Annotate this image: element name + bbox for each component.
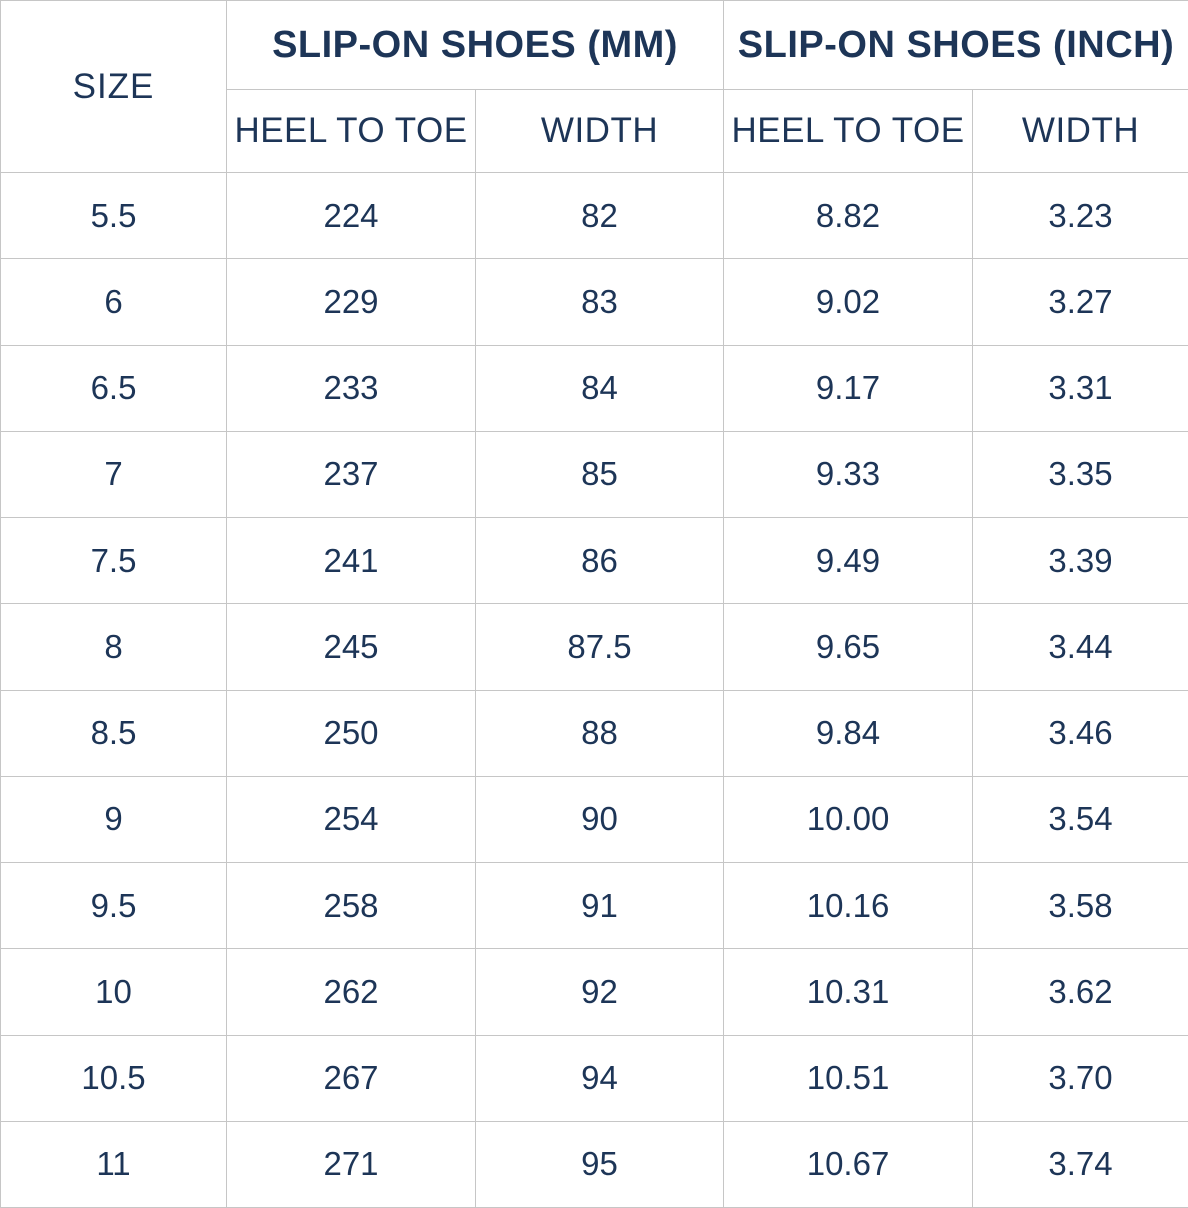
cell-inch-heel-to-toe: 9.65 bbox=[724, 604, 973, 690]
cell-size: 7.5 bbox=[1, 518, 227, 604]
cell-size: 6 bbox=[1, 259, 227, 345]
cell-mm-width: 92 bbox=[476, 949, 724, 1035]
cell-mm-heel-to-toe: 262 bbox=[227, 949, 476, 1035]
cell-inch-heel-to-toe: 10.67 bbox=[724, 1121, 973, 1207]
cell-mm-width: 88 bbox=[476, 690, 724, 776]
table-row: 6.5 233 84 9.17 3.31 bbox=[1, 345, 1188, 431]
cell-inch-heel-to-toe: 10.00 bbox=[724, 776, 973, 862]
cell-mm-heel-to-toe: 267 bbox=[227, 1035, 476, 1121]
cell-size: 10.5 bbox=[1, 1035, 227, 1121]
subheader-mm-width: WIDTH bbox=[476, 90, 724, 173]
table-row: 8 245 87.5 9.65 3.44 bbox=[1, 604, 1188, 690]
table-row: 8.5 250 88 9.84 3.46 bbox=[1, 690, 1188, 776]
cell-mm-heel-to-toe: 237 bbox=[227, 431, 476, 517]
table-row: 5.5 224 82 8.82 3.23 bbox=[1, 173, 1188, 259]
table-row: 7 237 85 9.33 3.35 bbox=[1, 431, 1188, 517]
cell-mm-width: 84 bbox=[476, 345, 724, 431]
table-row: 10 262 92 10.31 3.62 bbox=[1, 949, 1188, 1035]
cell-inch-width: 3.74 bbox=[973, 1121, 1188, 1207]
cell-inch-heel-to-toe: 10.16 bbox=[724, 863, 973, 949]
table-row: 6 229 83 9.02 3.27 bbox=[1, 259, 1188, 345]
cell-mm-heel-to-toe: 224 bbox=[227, 173, 476, 259]
cell-mm-width: 83 bbox=[476, 259, 724, 345]
cell-size: 5.5 bbox=[1, 173, 227, 259]
cell-mm-heel-to-toe: 258 bbox=[227, 863, 476, 949]
cell-mm-width: 90 bbox=[476, 776, 724, 862]
table-body: 5.5 224 82 8.82 3.23 6 229 83 9.02 3.27 … bbox=[1, 173, 1188, 1208]
cell-size: 6.5 bbox=[1, 345, 227, 431]
cell-size: 8.5 bbox=[1, 690, 227, 776]
cell-inch-width: 3.27 bbox=[973, 259, 1188, 345]
cell-inch-heel-to-toe: 9.84 bbox=[724, 690, 973, 776]
cell-mm-heel-to-toe: 245 bbox=[227, 604, 476, 690]
cell-mm-width: 86 bbox=[476, 518, 724, 604]
cell-inch-heel-to-toe: 10.51 bbox=[724, 1035, 973, 1121]
cell-inch-width: 3.70 bbox=[973, 1035, 1188, 1121]
cell-inch-width: 3.58 bbox=[973, 863, 1188, 949]
cell-mm-width: 95 bbox=[476, 1121, 724, 1207]
cell-inch-heel-to-toe: 9.33 bbox=[724, 431, 973, 517]
cell-inch-heel-to-toe: 9.17 bbox=[724, 345, 973, 431]
cell-inch-heel-to-toe: 9.02 bbox=[724, 259, 973, 345]
cell-inch-heel-to-toe: 8.82 bbox=[724, 173, 973, 259]
cell-size: 9 bbox=[1, 776, 227, 862]
cell-inch-width: 3.62 bbox=[973, 949, 1188, 1035]
cell-inch-width: 3.54 bbox=[973, 776, 1188, 862]
cell-mm-heel-to-toe: 233 bbox=[227, 345, 476, 431]
subheader-inch-heel-to-toe: HEEL TO TOE bbox=[724, 90, 973, 173]
subheader-inch-width: WIDTH bbox=[973, 90, 1188, 173]
cell-size: 8 bbox=[1, 604, 227, 690]
cell-mm-width: 82 bbox=[476, 173, 724, 259]
header-group-mm: SLIP-ON SHOES (MM) bbox=[227, 1, 724, 90]
cell-mm-heel-to-toe: 241 bbox=[227, 518, 476, 604]
cell-inch-width: 3.46 bbox=[973, 690, 1188, 776]
cell-size: 10 bbox=[1, 949, 227, 1035]
cell-inch-heel-to-toe: 10.31 bbox=[724, 949, 973, 1035]
cell-mm-width: 85 bbox=[476, 431, 724, 517]
cell-mm-width: 87.5 bbox=[476, 604, 724, 690]
table-row: 9 254 90 10.00 3.54 bbox=[1, 776, 1188, 862]
cell-inch-width: 3.31 bbox=[973, 345, 1188, 431]
cell-mm-heel-to-toe: 229 bbox=[227, 259, 476, 345]
cell-mm-width: 94 bbox=[476, 1035, 724, 1121]
table-row: 9.5 258 91 10.16 3.58 bbox=[1, 863, 1188, 949]
subheader-mm-heel-to-toe: HEEL TO TOE bbox=[227, 90, 476, 173]
cell-inch-width: 3.23 bbox=[973, 173, 1188, 259]
table-row: 10.5 267 94 10.51 3.70 bbox=[1, 1035, 1188, 1121]
cell-size: 9.5 bbox=[1, 863, 227, 949]
cell-inch-heel-to-toe: 9.49 bbox=[724, 518, 973, 604]
group-header-row: SIZE SLIP-ON SHOES (MM) SLIP-ON SHOES (I… bbox=[1, 1, 1188, 90]
header-group-inch: SLIP-ON SHOES (INCH) bbox=[724, 1, 1188, 90]
cell-mm-heel-to-toe: 271 bbox=[227, 1121, 476, 1207]
table-row: 11 271 95 10.67 3.74 bbox=[1, 1121, 1188, 1207]
cell-inch-width: 3.44 bbox=[973, 604, 1188, 690]
cell-inch-width: 3.35 bbox=[973, 431, 1188, 517]
cell-mm-heel-to-toe: 250 bbox=[227, 690, 476, 776]
cell-mm-width: 91 bbox=[476, 863, 724, 949]
header-size: SIZE bbox=[1, 1, 227, 173]
cell-size: 7 bbox=[1, 431, 227, 517]
table-header: SIZE SLIP-ON SHOES (MM) SLIP-ON SHOES (I… bbox=[1, 1, 1188, 173]
table-row: 7.5 241 86 9.49 3.39 bbox=[1, 518, 1188, 604]
cell-size: 11 bbox=[1, 1121, 227, 1207]
cell-inch-width: 3.39 bbox=[973, 518, 1188, 604]
cell-mm-heel-to-toe: 254 bbox=[227, 776, 476, 862]
